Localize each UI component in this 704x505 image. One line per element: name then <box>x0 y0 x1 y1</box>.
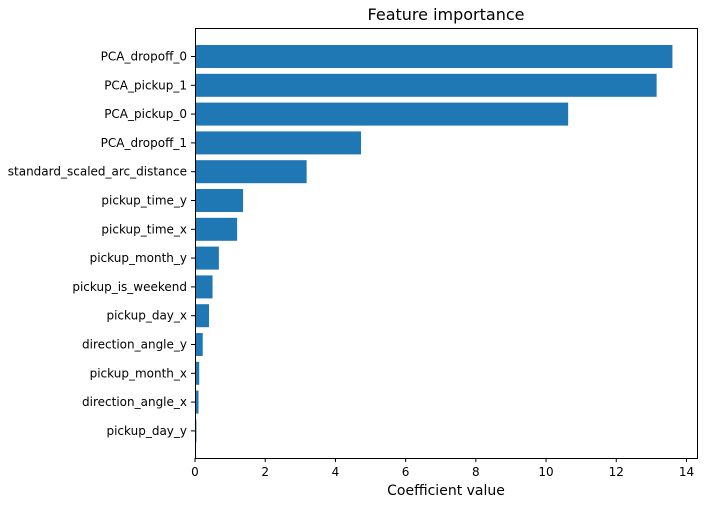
x-tick-label: 6 <box>402 465 410 479</box>
bar-standard_scaled_arc_distance <box>195 160 307 184</box>
x-tick-label: 10 <box>538 465 553 479</box>
bar-PCA_pickup_1 <box>195 73 657 97</box>
y-tick-label: direction_angle_y <box>82 338 187 352</box>
plot-frame <box>195 28 698 459</box>
bar-PCA_dropoff_0 <box>195 45 673 68</box>
y-tick-label: standard_scaled_arc_distance <box>8 165 187 179</box>
y-tick-label: pickup_month_x <box>90 366 187 380</box>
bar-direction_angle_x <box>195 390 199 414</box>
bar-pickup_time_x <box>195 217 238 241</box>
x-tick-label: 2 <box>261 465 269 479</box>
y-tick-label: pickup_day_x <box>106 309 187 323</box>
x-tick-label: 4 <box>332 465 340 479</box>
x-tick-label: 0 <box>191 465 199 479</box>
x-axis-label: Coefficient value <box>387 483 505 499</box>
bar-pickup_day_x <box>195 304 210 328</box>
y-tick-label: pickup_month_y <box>90 251 187 265</box>
y-tick-label: pickup_time_y <box>101 194 187 208</box>
x-tick-label: 12 <box>609 465 624 479</box>
x-tick-label: 8 <box>472 465 480 479</box>
y-tick-label: pickup_time_x <box>101 222 187 236</box>
bar-pickup_time_y <box>195 189 244 212</box>
y-tick-label: PCA_pickup_1 <box>104 78 187 92</box>
bars-group <box>195 45 673 443</box>
x-ticks: 0 2 4 6 8 10 12 14 <box>191 458 694 479</box>
bar-PCA_dropoff_1 <box>195 131 362 155</box>
bar-direction_angle_y <box>195 333 203 356</box>
bar-pickup_month_x <box>195 361 200 385</box>
bar-pickup_month_y <box>195 246 219 270</box>
y-tick-label: PCA_dropoff_0 <box>101 50 187 64</box>
y-tick-label: pickup_day_y <box>106 424 187 438</box>
x-tick-label: 14 <box>679 465 694 479</box>
bar-PCA_pickup_0 <box>195 102 569 126</box>
y-tick-label: direction_angle_x <box>82 395 187 409</box>
bar-pickup_is_weekend <box>195 275 213 299</box>
chart-title: Feature importance <box>368 5 525 24</box>
y-tick-label: pickup_is_weekend <box>72 280 187 294</box>
y-tick-label: PCA_pickup_0 <box>104 107 187 121</box>
y-tick-label: PCA_dropoff_1 <box>101 136 187 150</box>
y-tick-labels: PCA_dropoff_0 PCA_pickup_1 PCA_pickup_0 PCA… <box>8 50 195 438</box>
